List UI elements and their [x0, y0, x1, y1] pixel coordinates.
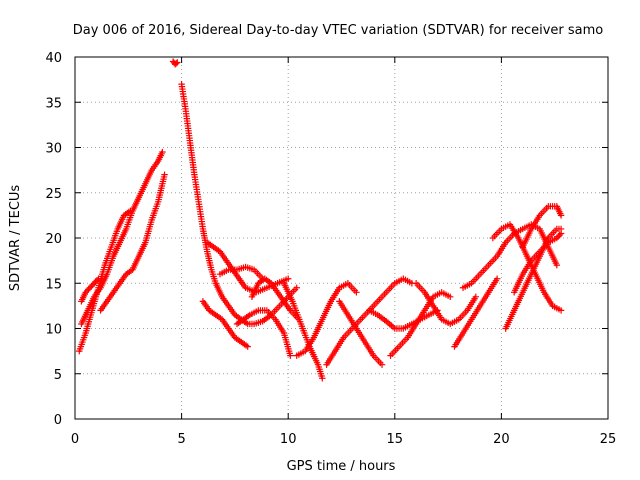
- x-tick-label: 15: [387, 432, 404, 447]
- y-tick-labels: 0 5 10 15 20 25 30 35 40: [45, 51, 62, 428]
- series-arc12: [280, 280, 326, 382]
- y-tick-label: 15: [45, 277, 62, 292]
- series-arc8: [199, 298, 251, 350]
- x-tick-label: 20: [493, 432, 510, 447]
- data-point: [174, 59, 181, 66]
- data-point: [378, 361, 386, 368]
- y-tick-label: 5: [54, 368, 62, 383]
- series-arc4: [97, 171, 168, 314]
- data-point: [555, 233, 562, 240]
- data-point: [293, 284, 300, 291]
- data-point: [83, 287, 91, 294]
- data-point: [95, 275, 102, 282]
- chart-title: Day 006 of 2016, Sidereal Day-to-day VTE…: [73, 23, 604, 38]
- y-tick-label: 40: [45, 51, 62, 66]
- data-point: [90, 280, 98, 287]
- data-point: [493, 275, 501, 282]
- series-arc13: [293, 280, 360, 359]
- y-tick-label: 35: [45, 96, 62, 111]
- y-tick-label: 0: [54, 413, 62, 428]
- data-point: [85, 286, 92, 293]
- data-point: [553, 234, 561, 242]
- data-point: [557, 212, 565, 219]
- data-point: [86, 284, 94, 291]
- series-arc6: [178, 80, 300, 328]
- series-arc18: [412, 280, 480, 328]
- y-tick-label: 20: [45, 232, 62, 247]
- data-point: [472, 293, 480, 301]
- series-arc5: [169, 58, 181, 68]
- series-arc23: [519, 203, 565, 251]
- data-point: [93, 277, 101, 284]
- series-arc3: [78, 275, 102, 305]
- y-axis-label: SDTVAR / TECUs: [8, 185, 23, 292]
- x-tick-labels: 0 5 10 15 20 25: [71, 432, 616, 447]
- series-arc19: [451, 275, 501, 350]
- data-point: [89, 281, 96, 288]
- series-arc20: [459, 221, 561, 291]
- series-arc10: [233, 307, 294, 359]
- data-point: [447, 293, 454, 301]
- data-point: [556, 231, 563, 239]
- series-arc17: [387, 289, 454, 359]
- data-point: [173, 60, 180, 67]
- data-point: [557, 230, 565, 237]
- x-axis-label: GPS time / hours: [287, 459, 396, 474]
- axis-ticks: [74, 56, 609, 420]
- series-arc2: [78, 148, 166, 328]
- data-point: [88, 283, 95, 290]
- x-tick-label: 5: [177, 432, 185, 447]
- data-points: [76, 58, 565, 382]
- data-point: [553, 261, 561, 269]
- x-tick-label: 25: [600, 432, 617, 447]
- data-point: [319, 375, 326, 382]
- series-arc24: [510, 230, 565, 296]
- x-tick-label: 10: [280, 432, 297, 447]
- series-arc15: [336, 298, 386, 368]
- data-point: [244, 343, 251, 350]
- data-point: [82, 289, 89, 296]
- data-point: [92, 278, 99, 285]
- x-tick-label: 0: [71, 432, 79, 447]
- data-point: [159, 148, 166, 156]
- data-point: [557, 307, 565, 314]
- y-tick-label: 10: [45, 323, 62, 338]
- y-tick-label: 30: [45, 142, 62, 157]
- y-tick-label: 25: [45, 187, 62, 202]
- data-point: [285, 275, 292, 282]
- series-arc16: [366, 307, 441, 332]
- data-point: [353, 289, 360, 296]
- data-point: [161, 171, 168, 178]
- data-point: [287, 352, 294, 359]
